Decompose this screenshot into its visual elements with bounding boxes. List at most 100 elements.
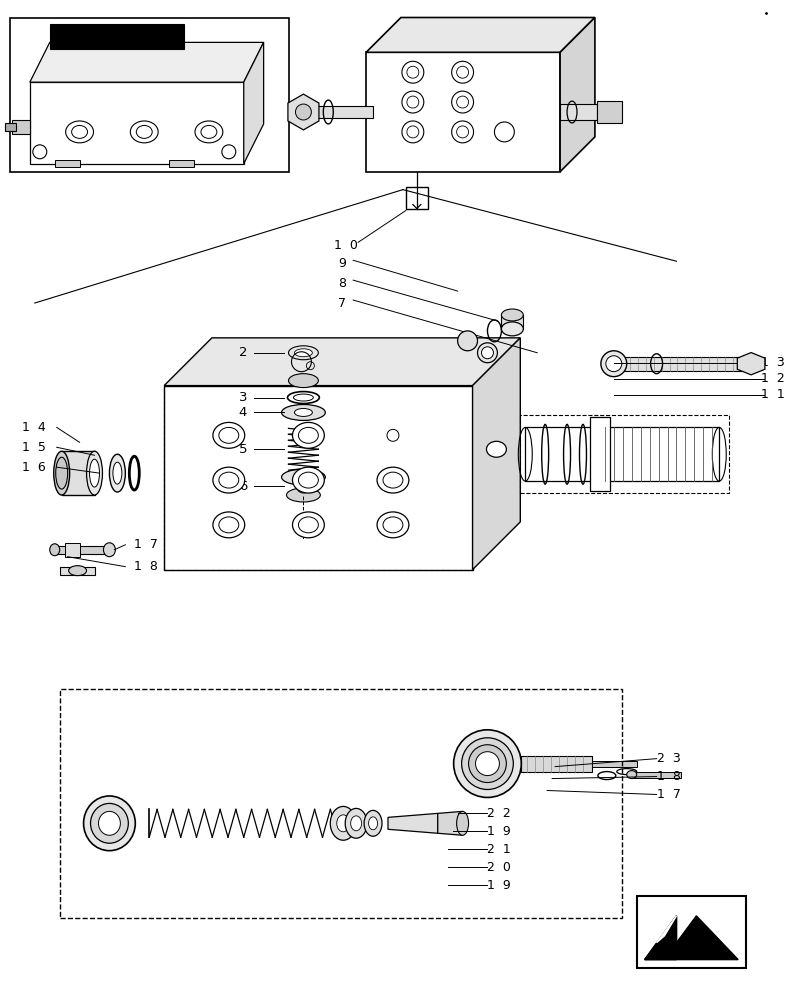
Text: 1  4: 1 4	[22, 421, 46, 434]
Polygon shape	[473, 338, 520, 570]
Ellipse shape	[136, 125, 152, 138]
Ellipse shape	[84, 796, 136, 851]
Polygon shape	[590, 417, 610, 491]
Ellipse shape	[54, 451, 69, 495]
Polygon shape	[526, 427, 719, 481]
Polygon shape	[592, 761, 637, 767]
Text: 1  5: 1 5	[22, 441, 46, 454]
Ellipse shape	[213, 512, 245, 538]
Ellipse shape	[91, 803, 128, 843]
Ellipse shape	[213, 422, 245, 448]
Circle shape	[296, 479, 310, 493]
Ellipse shape	[501, 322, 523, 336]
Ellipse shape	[130, 121, 158, 143]
Polygon shape	[738, 353, 765, 375]
Ellipse shape	[292, 422, 325, 448]
Ellipse shape	[336, 815, 350, 832]
Text: 2  1: 2 1	[488, 843, 511, 856]
Polygon shape	[560, 18, 595, 172]
Ellipse shape	[281, 469, 325, 485]
Ellipse shape	[281, 404, 325, 420]
Circle shape	[458, 331, 478, 351]
Polygon shape	[437, 811, 463, 835]
Polygon shape	[30, 82, 243, 164]
Polygon shape	[308, 106, 373, 118]
Text: 1  9: 1 9	[488, 825, 511, 838]
Text: 1  1: 1 1	[761, 388, 785, 401]
Ellipse shape	[195, 121, 223, 143]
Ellipse shape	[369, 817, 377, 830]
Ellipse shape	[299, 472, 318, 488]
Ellipse shape	[456, 811, 469, 835]
Polygon shape	[243, 42, 264, 164]
Text: 1  8: 1 8	[656, 770, 681, 783]
Bar	[60, 689, 622, 918]
Ellipse shape	[501, 309, 523, 321]
Ellipse shape	[87, 451, 102, 495]
Text: 7: 7	[338, 297, 346, 310]
Ellipse shape	[288, 346, 318, 360]
Ellipse shape	[383, 472, 403, 488]
Ellipse shape	[475, 752, 500, 776]
Text: 1  3: 1 3	[761, 356, 785, 369]
Text: 1  6: 1 6	[22, 461, 46, 474]
Bar	[406, 187, 428, 209]
Polygon shape	[60, 567, 95, 575]
Polygon shape	[287, 477, 321, 495]
Ellipse shape	[454, 730, 522, 797]
Ellipse shape	[201, 125, 217, 138]
Polygon shape	[656, 916, 676, 943]
Bar	[10, 18, 288, 172]
Text: 1  7: 1 7	[656, 788, 681, 801]
Polygon shape	[65, 543, 80, 557]
Polygon shape	[54, 160, 80, 167]
Ellipse shape	[486, 441, 507, 457]
Ellipse shape	[90, 459, 99, 487]
Ellipse shape	[219, 472, 239, 488]
Polygon shape	[366, 52, 560, 172]
Bar	[520, 415, 729, 493]
Polygon shape	[50, 24, 184, 49]
Text: 2: 2	[239, 346, 247, 359]
Polygon shape	[560, 104, 597, 120]
Ellipse shape	[288, 374, 318, 388]
Text: 1  7: 1 7	[134, 538, 158, 551]
Ellipse shape	[295, 408, 312, 416]
Ellipse shape	[50, 544, 60, 556]
Ellipse shape	[295, 349, 312, 357]
Text: 1  8: 1 8	[134, 560, 158, 573]
Bar	[637, 896, 746, 968]
Ellipse shape	[626, 771, 637, 779]
Text: 1  9: 1 9	[488, 879, 511, 892]
Ellipse shape	[72, 125, 87, 138]
Ellipse shape	[103, 543, 115, 557]
Ellipse shape	[606, 356, 622, 372]
Polygon shape	[632, 772, 682, 778]
Text: 6: 6	[239, 480, 247, 493]
Ellipse shape	[364, 810, 382, 836]
Text: 2  0: 2 0	[488, 861, 511, 874]
Text: 3: 3	[239, 391, 247, 404]
Ellipse shape	[213, 467, 245, 493]
Polygon shape	[366, 18, 595, 52]
Text: 8: 8	[338, 277, 346, 290]
Polygon shape	[5, 123, 16, 131]
Ellipse shape	[292, 467, 325, 493]
Polygon shape	[597, 101, 622, 123]
Polygon shape	[164, 386, 473, 570]
Ellipse shape	[110, 454, 125, 492]
Ellipse shape	[287, 488, 321, 502]
Polygon shape	[288, 353, 318, 381]
Polygon shape	[617, 357, 746, 371]
Polygon shape	[645, 916, 676, 960]
Ellipse shape	[65, 121, 94, 143]
Ellipse shape	[462, 738, 513, 789]
Ellipse shape	[219, 517, 239, 533]
Ellipse shape	[299, 427, 318, 443]
Ellipse shape	[299, 517, 318, 533]
Ellipse shape	[377, 467, 409, 493]
Ellipse shape	[383, 517, 403, 533]
Polygon shape	[54, 546, 110, 554]
Polygon shape	[281, 408, 325, 416]
Text: 2  3: 2 3	[656, 752, 680, 765]
